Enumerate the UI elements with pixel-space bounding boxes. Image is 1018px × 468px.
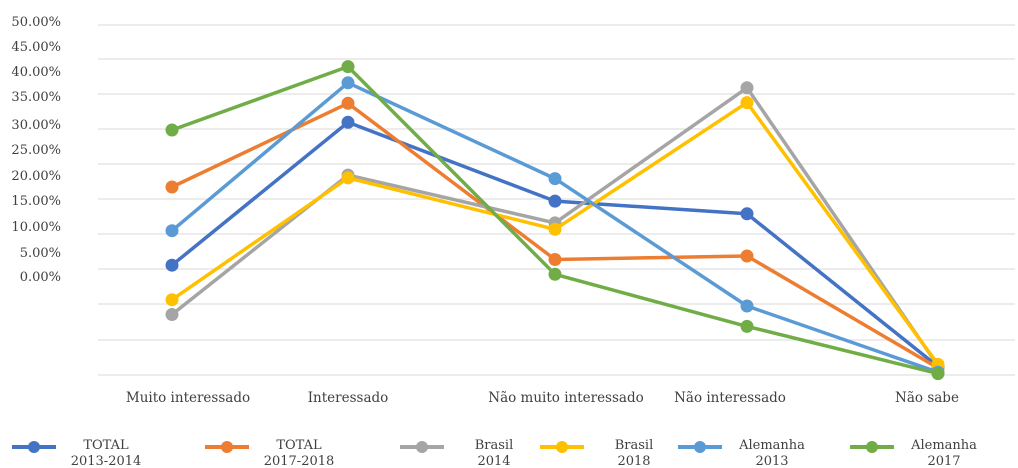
legend-label: 2014: [477, 454, 510, 468]
data-point: [548, 222, 562, 236]
data-point: [341, 115, 355, 129]
y-tick-label: 35.00%: [11, 90, 61, 105]
data-point: [740, 319, 754, 333]
data-point: [165, 308, 179, 321]
x-tick-label: Muito interessado: [126, 390, 250, 406]
legend-label: TOTAL: [276, 438, 322, 453]
legend-label: Brasil: [475, 438, 514, 453]
x-tick-label: Não muito interessado: [488, 390, 643, 406]
y-tick-label: 10.00%: [11, 220, 61, 235]
data-point: [548, 194, 562, 208]
legend-swatch-marker: [221, 441, 233, 453]
data-point: [341, 96, 355, 110]
legend-label: 2013-2014: [71, 454, 142, 468]
x-tick-label: Não sabe: [895, 390, 959, 406]
data-point: [165, 224, 179, 238]
y-tick-label: 25.00%: [11, 143, 61, 158]
data-point: [165, 258, 179, 272]
legend-swatch-marker: [556, 441, 568, 453]
x-tick-label: Interessado: [308, 390, 389, 406]
y-axis-ticks: 50.00% 45.00% 40.00% 35.00% 30.00% 25.00% 20.0…: [11, 15, 61, 285]
data-point: [341, 171, 355, 185]
y-tick-label: 0.00%: [20, 270, 61, 285]
series-lines: [165, 60, 945, 381]
legend-swatch-marker: [28, 441, 40, 453]
y-tick-label: 40.00%: [11, 65, 61, 80]
y-tick-label: 15.00%: [11, 194, 61, 209]
legend-label: 2013: [755, 454, 788, 468]
data-point: [548, 267, 562, 281]
data-point: [341, 60, 355, 74]
data-point: [165, 180, 179, 194]
y-tick-label: 45.00%: [11, 40, 61, 55]
x-tick-label: Não interessado: [674, 390, 786, 406]
data-point: [548, 253, 562, 266]
legend-label: Alemanha: [738, 438, 805, 453]
y-tick-label: 50.00%: [11, 15, 61, 30]
legend-label: 2017: [927, 454, 960, 468]
data-point: [165, 293, 179, 307]
series-line: [170, 120, 940, 368]
data-point: [740, 299, 754, 313]
legend-label: Brasil: [615, 438, 654, 453]
data-point: [548, 172, 562, 186]
y-tick-label: 5.00%: [20, 246, 61, 261]
data-point: [931, 367, 945, 381]
data-point: [341, 76, 355, 90]
data-point: [740, 207, 754, 221]
series-1: [165, 115, 945, 374]
legend-swatch-marker: [866, 441, 878, 453]
legend-swatch-marker: [694, 441, 706, 453]
x-axis-ticks: Muito interessado Interessado Não muito in…: [126, 390, 959, 406]
legend-label: 2017-2018: [264, 454, 335, 468]
data-point: [740, 81, 754, 95]
legend-label: Alemanha: [910, 438, 977, 453]
data-point: [165, 123, 179, 137]
legend-label: 2018: [617, 454, 650, 468]
legend-label: TOTAL: [83, 438, 129, 453]
data-point: [740, 249, 754, 263]
series-4: [165, 96, 945, 371]
y-tick-label: 30.00%: [11, 118, 61, 133]
legend: TOTAL2013-2014TOTAL2017-2018Brasil2014Br…: [12, 438, 977, 468]
legend-swatch-marker: [416, 441, 428, 453]
data-point: [740, 96, 754, 110]
series-6: [165, 60, 945, 381]
y-tick-label: 20.00%: [11, 169, 61, 184]
